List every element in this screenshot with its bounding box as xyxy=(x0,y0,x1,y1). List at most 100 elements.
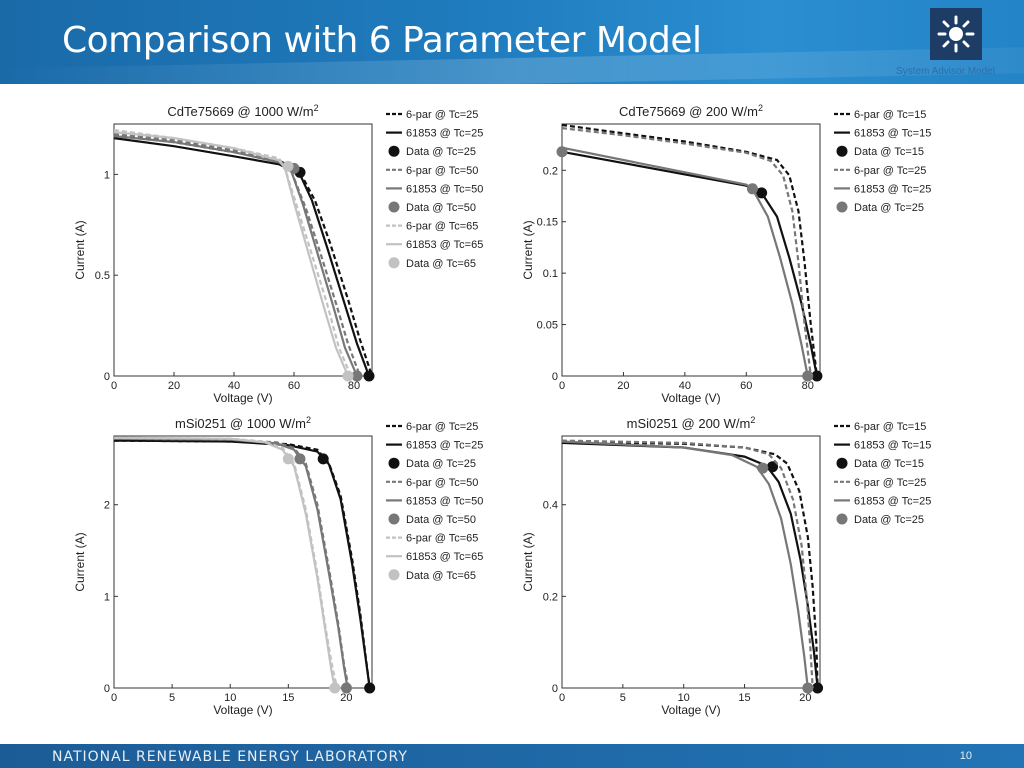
iec61853-curve xyxy=(113,436,336,689)
x-tick-label: 0 xyxy=(559,692,565,704)
data-point xyxy=(329,682,341,694)
slide-title: Comparison with 6 Parameter Model xyxy=(62,20,702,61)
legend-marker xyxy=(836,513,848,525)
y-tick-label: 2 xyxy=(104,500,110,512)
legend-label: 61853 @ Tc=25 xyxy=(854,495,931,507)
logo-caption: System Advisor Model xyxy=(896,66,995,77)
legend-label: 6-par @ Tc=65 xyxy=(406,533,478,545)
legend-label: 61853 @ Tc=65 xyxy=(406,239,483,251)
y-tick-label: 0 xyxy=(552,683,558,695)
iec61853-curve xyxy=(113,137,371,377)
six-par-curve xyxy=(561,123,818,377)
legend-label: Data @ Tc=25 xyxy=(406,146,476,158)
y-tick-label: 0.2 xyxy=(543,165,558,177)
plot-frame xyxy=(561,123,821,377)
legend-label: 61853 @ Tc=25 xyxy=(406,440,483,452)
data-point xyxy=(802,370,814,382)
chart-msi-1000-svg: mSi0251 @ 1000 W/m2 0 5 10 15 20 0 1 2 Voltage (V… xyxy=(73,415,483,717)
x-tick-label: 0 xyxy=(559,380,565,392)
legend-label: Data @ Tc=25 xyxy=(854,514,924,526)
y-tick-label: 1 xyxy=(104,591,110,603)
data-point xyxy=(363,370,375,382)
chart-title-superscript: 2 xyxy=(750,415,755,425)
plot-frame xyxy=(561,435,821,689)
iec61853-curve xyxy=(561,150,818,377)
legend-label: 61853 @ Tc=50 xyxy=(406,495,483,507)
iec61853-curve xyxy=(113,437,349,689)
iec61853-curve xyxy=(113,439,371,689)
chart-msi-1000: mSi0251 @ 1000 W/m2 0 5 10 15 20 0 1 2 Voltage (V… xyxy=(70,408,490,723)
x-tick-label: 80 xyxy=(802,380,814,392)
data-point xyxy=(812,682,824,694)
sam-logo xyxy=(930,8,982,60)
y-axis-label: Current (A) xyxy=(521,220,535,279)
x-tick-label: 5 xyxy=(620,692,626,704)
chart-cdte-1000: CdTe75669 @ 1000 W/m2 0 20 40 60 80 0 0.5 1 Volta… xyxy=(70,96,490,411)
chart-title: CdTe75669 @ 200 W/m2 xyxy=(619,103,763,119)
legend-label: Data @ Tc=50 xyxy=(406,202,476,214)
legend-label: 6-par @ Tc=25 xyxy=(854,165,926,177)
legend-label: 6-par @ Tc=25 xyxy=(854,477,926,489)
legend-label: 61853 @ Tc=25 xyxy=(854,183,931,195)
data-point xyxy=(317,453,329,465)
x-tick-label: 20 xyxy=(799,692,811,704)
page-number: 10 xyxy=(959,750,972,762)
legend-marker xyxy=(836,201,848,213)
legend-label: 6-par @ Tc=25 xyxy=(406,109,478,121)
chart-title: CdTe75669 @ 1000 W/m2 xyxy=(167,103,318,119)
legend-label: Data @ Tc=15 xyxy=(854,458,924,470)
data-point xyxy=(282,160,294,172)
legend-marker xyxy=(388,513,400,525)
data-point xyxy=(757,462,769,474)
y-tick-label: 0.2 xyxy=(543,591,558,603)
legend-label: 6-par @ Tc=50 xyxy=(406,477,478,489)
data-point xyxy=(767,461,779,473)
legend-marker xyxy=(388,257,400,269)
y-axis-label: Current (A) xyxy=(73,220,87,279)
six-par-curve xyxy=(113,439,371,689)
slide-header: Comparison with 6 Parameter Model System… xyxy=(0,0,1024,84)
chart-msi-200: mSi0251 @ 200 W/m2 0 5 10 15 20 0 0.2 0.4 Voltage… xyxy=(518,408,938,723)
data-point xyxy=(756,187,768,199)
x-axis-label: Voltage (V) xyxy=(661,391,720,405)
legend-label: 61853 @ Tc=50 xyxy=(406,183,483,195)
y-tick-label: 0.5 xyxy=(95,270,110,282)
six-par-curve xyxy=(561,127,812,377)
chart-title: mSi0251 @ 200 W/m2 xyxy=(627,415,756,431)
legend-label: Data @ Tc=65 xyxy=(406,258,476,270)
legend-label: Data @ Tc=65 xyxy=(406,570,476,582)
x-axis-label: Voltage (V) xyxy=(213,703,272,717)
iec61853-curve xyxy=(113,131,350,377)
iec61853-curve xyxy=(561,441,819,689)
y-tick-label: 0.05 xyxy=(537,320,558,332)
six-par-curve xyxy=(113,436,339,689)
legend-label: Data @ Tc=15 xyxy=(854,146,924,158)
x-tick-label: 60 xyxy=(288,380,300,392)
legend-label: 61853 @ Tc=15 xyxy=(854,128,931,140)
chart-title-superscript: 2 xyxy=(758,103,763,113)
chart-cdte-1000-svg: CdTe75669 @ 1000 W/m2 0 20 40 60 80 0 0.5 1 Volta… xyxy=(73,103,483,405)
six-par-curve xyxy=(561,440,819,689)
y-tick-label: 0.4 xyxy=(543,500,558,512)
iec61853-curve xyxy=(113,135,359,377)
legend-label: 61853 @ Tc=65 xyxy=(406,551,483,563)
data-point xyxy=(364,682,376,694)
chart-title: mSi0251 @ 1000 W/m2 xyxy=(175,415,311,431)
six-par-curve xyxy=(113,437,350,689)
data-point xyxy=(282,453,294,465)
y-axis-label: Current (A) xyxy=(521,532,535,591)
legend-label: 61853 @ Tc=25 xyxy=(406,128,483,140)
legend-marker xyxy=(388,569,400,581)
x-tick-label: 0 xyxy=(111,692,117,704)
x-tick-label: 5 xyxy=(169,692,175,704)
x-axis-label: Voltage (V) xyxy=(213,391,272,405)
iec61853-curve xyxy=(561,146,809,377)
x-tick-label: 10 xyxy=(224,692,236,704)
chart-cdte-200: CdTe75669 @ 200 W/m2 0 20 40 60 80 0 0.05 0.1 0.1… xyxy=(518,96,938,411)
x-tick-label: 15 xyxy=(282,692,294,704)
data-point xyxy=(802,682,814,694)
data-point xyxy=(340,682,352,694)
x-tick-label: 40 xyxy=(679,380,691,392)
legend-label: Data @ Tc=50 xyxy=(406,514,476,526)
plot-frame xyxy=(113,435,373,689)
